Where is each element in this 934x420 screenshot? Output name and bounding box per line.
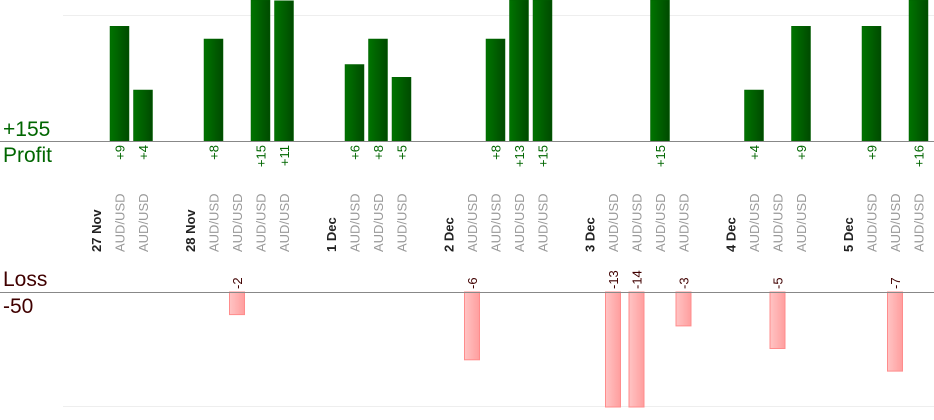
pair-label: AUD/USD: [371, 193, 386, 252]
loss-bar[interactable]: [628, 291, 645, 408]
loss-value-label: -7: [888, 277, 903, 289]
pair-label: AUD/USD: [136, 193, 151, 252]
pair-label: AUD/USD: [771, 193, 786, 252]
profit-bar[interactable]: [908, 0, 929, 142]
pair-label: AUD/USD: [536, 193, 551, 252]
profit-value-label: +15: [653, 145, 668, 167]
loss-bar[interactable]: [229, 291, 245, 316]
date-label: 1 Dec: [324, 217, 339, 252]
pair-label: AUD/USD: [395, 193, 410, 252]
pair-label: AUD/USD: [912, 193, 927, 252]
loss-bar[interactable]: [769, 291, 786, 349]
date-label: 5 Dec: [841, 217, 856, 252]
profit-value-label: +16: [912, 145, 927, 167]
profit-bar[interactable]: [368, 38, 388, 142]
profit-value-label: +8: [207, 145, 222, 160]
profit-bar[interactable]: [532, 0, 553, 142]
date-label: 28 Nov: [183, 209, 198, 252]
profit-bar[interactable]: [650, 0, 670, 142]
profit-value-label: +15: [536, 145, 551, 167]
profit-bar[interactable]: [203, 38, 224, 142]
pair-label: AUD/USD: [512, 193, 527, 252]
profit-bar[interactable]: [791, 26, 811, 142]
pair-label: AUD/USD: [747, 193, 762, 252]
profit-value-label: +4: [136, 145, 151, 160]
profit-value-label: +11: [277, 145, 292, 166]
profit-bar[interactable]: [861, 26, 882, 142]
profit-bar[interactable]: [744, 89, 764, 142]
profit-bar[interactable]: [391, 77, 412, 142]
profit-value-label: +6: [348, 145, 363, 160]
profit-bar[interactable]: [250, 0, 271, 142]
profit-bar[interactable]: [485, 38, 506, 142]
loss-bar[interactable]: [464, 291, 480, 361]
profit-value-label: +13: [512, 145, 527, 167]
loss-title: Loss: [3, 268, 48, 291]
profit-value-label: +5: [395, 145, 410, 160]
profit-value-label: +9: [794, 145, 809, 160]
profit-total: +155: [3, 118, 51, 141]
loss-value-label: -14: [630, 270, 645, 289]
profit-value-label: +15: [254, 145, 269, 167]
date-label: 3 Dec: [583, 217, 598, 252]
pair-label: AUD/USD: [230, 193, 245, 252]
pair-label: AUD/USD: [794, 193, 809, 252]
loss-value-label: -13: [606, 270, 621, 289]
loss-value-label: -2: [230, 277, 245, 289]
pair-label: AUD/USD: [865, 193, 880, 252]
profit-bar[interactable]: [344, 64, 365, 142]
pair-label: AUD/USD: [888, 193, 903, 252]
pair-label: AUD/USD: [630, 193, 645, 252]
loss-value-label: -5: [771, 277, 786, 289]
pair-label: AUD/USD: [677, 193, 692, 252]
profit-value-label: +8: [489, 145, 504, 160]
loss-bar[interactable]: [605, 291, 621, 408]
loss-bar[interactable]: [675, 291, 692, 327]
pair-label: AUD/USD: [348, 193, 363, 252]
loss-total: -50: [3, 295, 34, 318]
profit-value-label: +9: [865, 145, 880, 160]
loss-value-label: -3: [677, 277, 692, 289]
date-label: 27 Nov: [89, 209, 104, 252]
profit-bar[interactable]: [274, 0, 294, 142]
profit-value-label: +9: [113, 145, 128, 160]
pair-label: AUD/USD: [113, 193, 128, 252]
pair-label: AUD/USD: [653, 193, 668, 252]
pair-label: AUD/USD: [606, 193, 621, 252]
profit-bar[interactable]: [109, 26, 130, 142]
date-label: 4 Dec: [724, 217, 739, 252]
pair-label: AUD/USD: [254, 193, 269, 252]
pair-label: AUD/USD: [207, 193, 222, 252]
profit-title: Profit: [3, 144, 53, 167]
profit-bar[interactable]: [509, 0, 529, 142]
pair-label: AUD/USD: [489, 193, 504, 252]
loss-value-label: -6: [465, 277, 480, 289]
date-label: 2 Dec: [442, 217, 457, 252]
loss-bar[interactable]: [887, 291, 903, 372]
profit-bar[interactable]: [133, 89, 153, 142]
pair-label: AUD/USD: [277, 193, 292, 252]
pair-label: AUD/USD: [465, 193, 480, 252]
profit-value-label: +8: [371, 145, 386, 160]
profit-value-label: +4: [747, 145, 762, 160]
